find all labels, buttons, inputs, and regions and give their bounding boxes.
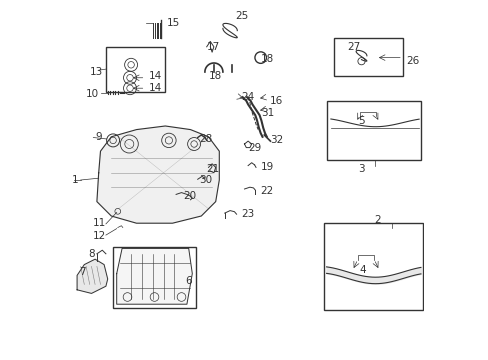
- Text: 1: 1: [72, 175, 78, 185]
- Polygon shape: [77, 259, 107, 293]
- Bar: [334, 38, 402, 76]
- Text: 8: 8: [88, 249, 94, 259]
- Text: 11: 11: [93, 218, 106, 228]
- Text: 21: 21: [206, 164, 220, 174]
- Text: 26: 26: [406, 56, 419, 66]
- Text: 24: 24: [241, 92, 254, 102]
- Text: 25: 25: [235, 11, 248, 21]
- Polygon shape: [117, 248, 192, 304]
- Bar: [113, 247, 196, 308]
- Text: 10: 10: [86, 89, 99, 99]
- Text: 23: 23: [241, 209, 254, 219]
- Text: 22: 22: [260, 186, 273, 196]
- Text: 17: 17: [206, 42, 220, 52]
- Polygon shape: [97, 126, 219, 223]
- Text: 29: 29: [247, 143, 261, 153]
- Text: 4: 4: [359, 265, 366, 275]
- Text: 7: 7: [79, 267, 85, 277]
- Text: 18: 18: [208, 71, 221, 81]
- Text: 14: 14: [149, 71, 162, 81]
- Text: 31: 31: [260, 108, 273, 118]
- Bar: [326, 101, 420, 160]
- Text: 15: 15: [167, 18, 180, 28]
- Bar: [323, 223, 422, 310]
- Text: 27: 27: [346, 42, 360, 52]
- Text: 9: 9: [95, 132, 102, 142]
- Text: 28: 28: [199, 134, 212, 144]
- Text: 3: 3: [357, 164, 364, 174]
- Text: 19: 19: [260, 162, 273, 172]
- Text: 14: 14: [149, 83, 162, 93]
- Text: 5: 5: [357, 116, 364, 126]
- Text: 18: 18: [260, 54, 273, 64]
- Text: 13: 13: [89, 67, 103, 77]
- Text: 30: 30: [199, 175, 212, 185]
- Text: 6: 6: [185, 276, 191, 286]
- Text: 2: 2: [373, 215, 380, 225]
- Text: 20: 20: [183, 191, 196, 201]
- Text: 12: 12: [93, 231, 106, 241]
- Bar: [106, 47, 165, 92]
- Text: 32: 32: [269, 135, 283, 145]
- Text: 16: 16: [269, 96, 283, 106]
